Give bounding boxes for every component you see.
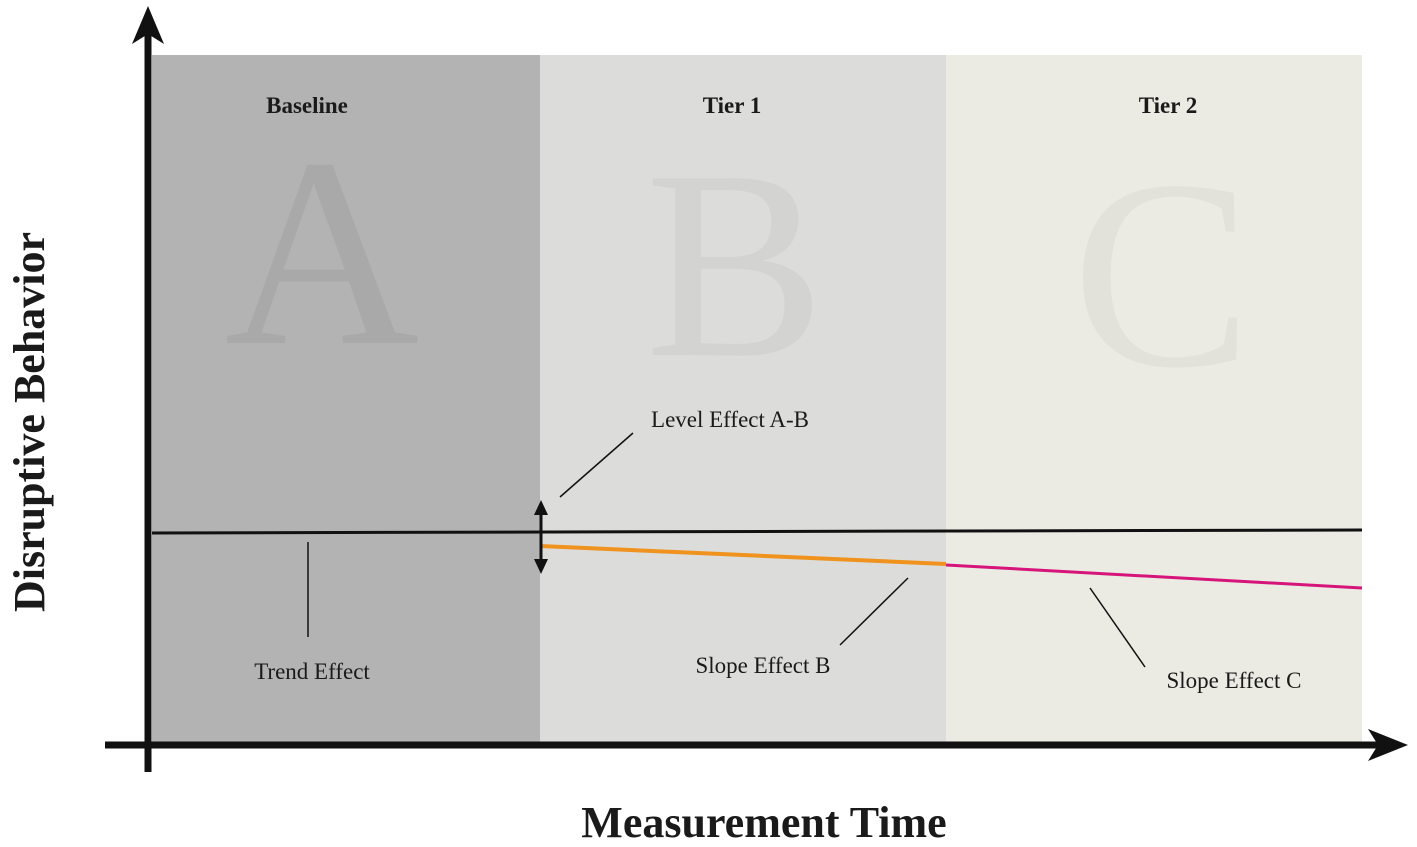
- leader-line: [839, 577, 909, 646]
- x-axis-arrow: [1368, 729, 1408, 761]
- phase-letter: C: [1072, 125, 1252, 424]
- phase-letter: A: [225, 103, 420, 402]
- tier1-trend-line: [539, 544, 947, 566]
- phase-c-bg: [946, 55, 1362, 743]
- phase-b-bg: [540, 55, 946, 743]
- baseline-level-line: [151, 528, 1363, 535]
- phase-a-bg: [152, 55, 540, 743]
- tier2-trend-line: [945, 563, 1363, 590]
- level-arrow-head: [534, 559, 548, 574]
- leader-line: [1089, 587, 1146, 668]
- annotation: Trend Effect: [254, 659, 370, 684]
- phase-letter: B: [645, 115, 825, 414]
- y-axis-arrow: [132, 6, 164, 44]
- annotation: Slope Effect C: [1167, 668, 1302, 693]
- phase-title: Tier 2: [1139, 93, 1198, 118]
- phase-title: Baseline: [266, 93, 348, 118]
- annotation: Level Effect A-B: [651, 407, 809, 432]
- x-axis-label: Measurement Time: [581, 798, 946, 847]
- y-axis-label: Disruptive Behavior: [5, 232, 54, 612]
- phase-title: Tier 1: [703, 93, 762, 118]
- level-arrow-head: [534, 500, 548, 515]
- leader-line: [559, 432, 634, 498]
- annotation: Slope Effect B: [696, 653, 831, 678]
